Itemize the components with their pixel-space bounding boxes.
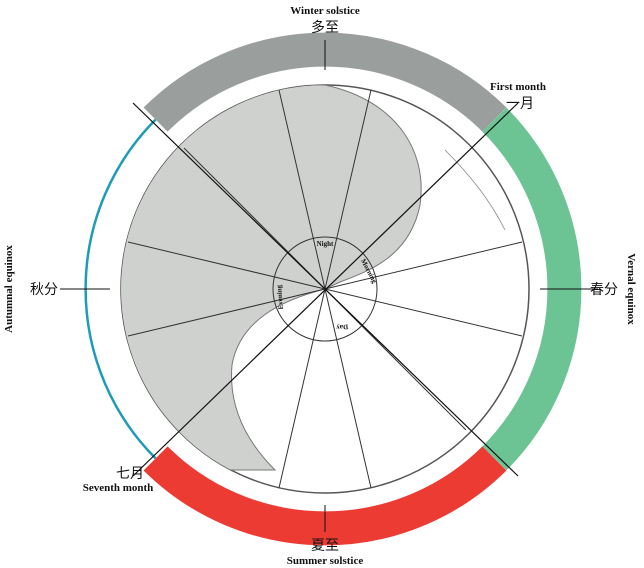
spoke [324, 241, 523, 290]
disc-edge-detail [444, 149, 506, 231]
night-label: Night [317, 240, 334, 248]
winter-solstice-zh-label: 多至 [311, 19, 339, 36]
winter-diagonal [132, 102, 519, 477]
evening-label: Evening [275, 284, 285, 310]
summer-solstice-label: Summer solstice [287, 555, 364, 567]
spoke [127, 288, 326, 337]
winter-solstice-label: Winter solstice [290, 5, 360, 17]
spoke [278, 288, 326, 489]
vernal-equinox-zh-label: 春分 [590, 282, 618, 298]
seventh-month-label: Seventh month [83, 482, 154, 494]
autumnal-equinox-zh-label: 秋分 [30, 282, 58, 298]
center-circle [272, 236, 378, 342]
spoke [278, 89, 326, 290]
vernal-equinox-label: Vernal equinox [625, 253, 637, 325]
day-label: Day [335, 322, 348, 331]
spoke [324, 288, 372, 489]
first-month-zh-label: 一月 [506, 96, 534, 112]
autumnal-equinox-label: Autumnal equinox [3, 245, 15, 333]
spoke [127, 241, 326, 290]
seventh-month-zh-label: 七月 [116, 466, 144, 482]
spoke [324, 89, 372, 290]
summer-solstice-zh-label: 夏至 [311, 538, 339, 554]
spokes [127, 89, 523, 489]
spoke [324, 288, 523, 337]
first-month-label: First month [490, 81, 546, 93]
